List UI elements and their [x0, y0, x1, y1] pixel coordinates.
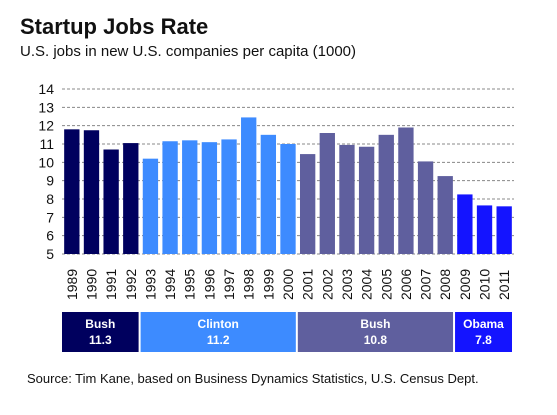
presidency-average: 11.3	[89, 333, 112, 347]
bar-2005	[378, 134, 394, 254]
chart-subtitle: U.S. jobs in new U.S. companies per capi…	[20, 43, 356, 60]
bar-2000	[280, 144, 296, 254]
x-tick-label: 2011	[496, 270, 512, 300]
presidency-band: Bush 11.3	[62, 312, 139, 352]
presidency-band: Obama 7.8	[455, 312, 512, 352]
x-tick-label: 2007	[418, 269, 434, 300]
x-tick-label: 1990	[83, 269, 99, 300]
y-tick-label: 11	[39, 136, 54, 152]
x-tick-label: 2000	[280, 269, 296, 300]
bar-2007	[417, 161, 434, 254]
x-tick-label: 2005	[378, 269, 394, 300]
y-tick-label: 10	[38, 154, 54, 170]
bar-2010	[476, 205, 493, 254]
presidency-average: 7.8	[475, 333, 492, 347]
x-tick-label: 1999	[260, 269, 276, 300]
presidency-band: Clinton 11.2	[140, 312, 296, 352]
x-tick-label: 1998	[241, 269, 257, 300]
x-tick-label: 1997	[221, 269, 237, 300]
y-tick-label: 7	[46, 209, 54, 225]
presidency-band-fill	[62, 312, 139, 352]
presidency-band-fill	[455, 312, 512, 352]
x-tick-label: 1993	[142, 269, 158, 300]
bar-1990	[83, 130, 100, 254]
presidency-band: Bush 10.8	[297, 312, 454, 352]
x-tick-label: 2009	[457, 269, 473, 300]
presidency-name: Bush	[85, 317, 115, 331]
y-axis: 5 6 7 8 9 10 11 12 13 14	[38, 81, 54, 262]
y-tick-label: 8	[46, 191, 54, 207]
bar-1989	[64, 129, 80, 254]
y-tick-label: 13	[38, 99, 54, 115]
x-tick-label: 2010	[477, 269, 493, 300]
y-tick-label: 14	[38, 81, 54, 97]
presidency-name: Obama	[463, 317, 504, 331]
bar-2009	[457, 194, 473, 254]
presidency-average: 10.8	[364, 333, 388, 347]
bar-2011	[496, 206, 512, 254]
x-tick-label: 1992	[123, 269, 139, 300]
bar-1994	[162, 141, 178, 254]
bar-1991	[103, 149, 119, 254]
x-tick-label: 1991	[103, 269, 119, 300]
presidency-band-fill	[297, 312, 454, 352]
y-tick-label: 5	[46, 246, 54, 262]
bar-1996	[201, 142, 218, 254]
bar-2002	[319, 133, 335, 254]
bar-1997	[221, 139, 237, 254]
x-tick-label: 1995	[182, 269, 198, 300]
source-note: Source: Tim Kane, based on Business Dyna…	[27, 371, 479, 386]
presidency-bands: Bush 11.3 Clinton 11.2 Bush 10.8 Obama 7.8	[62, 312, 512, 352]
y-tick-label: 6	[46, 228, 54, 244]
bar-1998	[241, 117, 257, 255]
y-tick-label: 12	[38, 118, 54, 134]
presidency-name: Clinton	[198, 317, 239, 331]
x-tick-label: 2001	[300, 269, 316, 300]
bar-1999	[260, 134, 277, 254]
presidency-average: 11.2	[207, 333, 230, 347]
presidency-name: Bush	[360, 317, 390, 331]
bar-2001	[299, 154, 316, 254]
x-tick-label: 2008	[437, 269, 453, 300]
x-tick-label: 2004	[359, 269, 375, 300]
bar-1992	[123, 143, 139, 254]
y-tick-label: 9	[46, 173, 54, 189]
bar-1995	[182, 140, 198, 254]
bar-1993	[142, 158, 159, 254]
x-tick-label: 1994	[162, 269, 178, 300]
presidency-band-fill	[140, 312, 296, 352]
x-tick-label: 1996	[201, 269, 217, 300]
bar-2003	[339, 144, 355, 254]
bar-2004	[358, 146, 375, 254]
x-tick-label: 2003	[339, 269, 355, 300]
bar-2006	[398, 127, 414, 254]
x-tick-label: 2002	[319, 269, 335, 300]
x-axis: 1989 1990 1991 1992 1993 1994 1995 1996 1997 1998…	[64, 269, 512, 300]
bar-2008	[437, 176, 453, 254]
bars	[64, 117, 512, 255]
x-tick-label: 2006	[398, 269, 414, 300]
x-tick-label: 1989	[64, 269, 80, 300]
chart-title: Startup Jobs Rate	[20, 14, 209, 39]
